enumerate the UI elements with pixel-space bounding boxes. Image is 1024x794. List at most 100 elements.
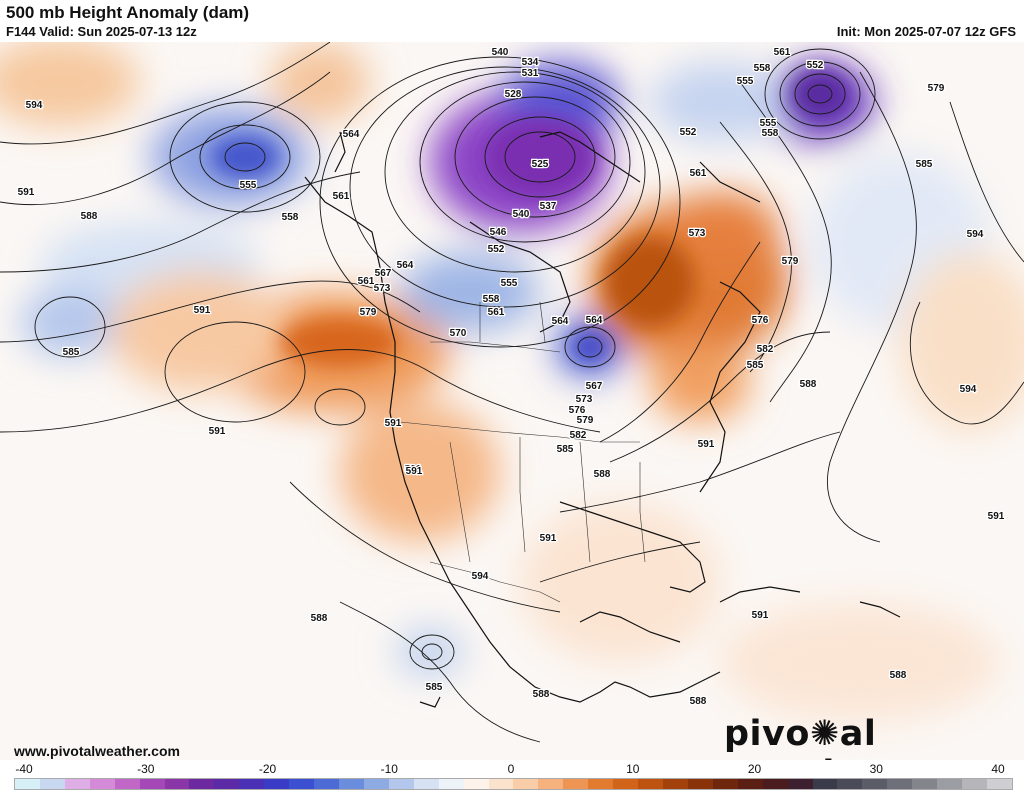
valid-time: F144 Valid: Sun 2025-07-13 12z [6,24,197,39]
contour-label: 594 [960,384,977,395]
colorbar-swatch [488,779,514,789]
contour-label: 558 [762,128,779,139]
contour-label: 591 [209,426,226,437]
contour-label: 555 [737,76,754,87]
colorbar-swatch [737,779,763,789]
colorbar-swatch [937,779,963,789]
contour-label: 567 [375,268,392,279]
contour-label: 567 [586,381,603,392]
contour-label: 537 [540,201,557,212]
header: 500 mb Height Anomaly (dam) F144 Valid: … [0,0,1024,42]
contour-label: 552 [680,127,697,138]
contour-label: 591 [18,187,35,198]
colorbar-tick-label: 40 [991,762,1005,776]
logo-text-left: pivo [724,714,810,754]
colorbar-swatch [762,779,788,789]
contour-label: 588 [81,211,98,222]
contour-label: 564 [397,260,414,271]
colorbar-swatch [662,779,688,789]
contour-label: 564 [343,129,360,140]
colorbar-swatch [139,779,165,789]
colorbar-tick-label: -30 [137,762,155,776]
contour-label: 534 [522,57,539,68]
contour-label: 594 [967,229,984,240]
colorbar-swatch [986,779,1012,789]
contour-label: 591 [405,464,422,475]
contour-label: 564 [552,316,569,327]
contour-label: 594 [26,100,43,111]
colorbar-swatch [687,779,713,789]
contour-label: 555 [240,180,257,191]
contour-label: 582 [757,344,774,355]
contour-label: 546 [490,227,507,238]
contour-label: 585 [426,682,443,693]
contour-label: 588 [594,469,611,480]
contour-label: 561 [358,276,375,287]
contour-label: 528 [505,89,522,100]
colorbar-swatch [862,779,888,789]
colorbar-swatch [812,779,838,789]
colorbar-tick-label: -40 [15,762,33,776]
contour-label: 573 [576,394,593,405]
contour-label: 525 [532,159,549,170]
height-contours [0,42,1024,743]
colorbar-swatch [962,779,987,789]
contour-label: 561 [488,307,505,318]
colorbar-swatch [887,779,913,789]
contour-label: 579 [577,415,594,426]
colorbar-swatch [164,779,190,789]
contour-label: 579 [782,256,799,267]
colorbar-swatch [712,779,738,789]
contour-label: 570 [450,328,467,339]
contour-label: 591 [752,610,769,621]
contour-labels: 5945915885855915915555585615645405345315… [16,46,1006,709]
colorbar-swatch [239,779,265,789]
website-url: www.pivotalweather.com [14,743,180,759]
contour-label: 585 [747,360,764,371]
contour-label: 558 [483,294,500,305]
contour-label: 585 [557,444,574,455]
colorbar-tick-label: -10 [380,762,398,776]
colorbar-swatch [338,779,364,789]
contour-label: 591 [406,466,423,477]
colorbar-tick-label: -20 [258,762,277,776]
colorbar-swatch [787,779,813,789]
map-title: 500 mb Height Anomaly (dam) [6,3,250,22]
colorbar-swatch [264,779,290,789]
colorbar-swatch [289,779,315,789]
colorbar-swatch [538,779,564,789]
contour-label: 579 [360,307,377,318]
contour-label: 588 [311,613,328,624]
colorbar-swatch [563,779,589,789]
contour-label: 552 [807,60,824,71]
contour-label: 540 [513,209,530,220]
contour-label: 564 [586,315,603,326]
colorbar-swatch [588,779,614,789]
sun-icon: ✺ [809,714,840,754]
contour-label: 591 [988,511,1005,522]
contour-label: 552 [488,244,505,255]
colorbar-tick-label: 0 [507,762,515,776]
contour-label: 561 [333,191,350,202]
contour-label: 576 [569,405,586,416]
contour-label: 558 [282,212,299,223]
contour-label: 540 [492,47,509,58]
contour-label: 555 [501,278,518,289]
colorbar-swatch [39,779,65,789]
colorbar-swatch [314,779,339,789]
colorbar-swatch [363,779,389,789]
map-canvas: 5945915885855915915555585615645405345315… [0,42,1024,760]
contour-label: 594 [472,571,489,582]
contour-label: 558 [754,63,771,74]
contour-label: 591 [540,533,557,544]
contour-label: 588 [533,689,550,700]
contour-label: 555 [760,118,777,129]
colorbar-swatch [214,779,240,789]
colorbar-swatch [438,779,464,789]
colorbar-swatch [15,779,40,789]
colorbar-tick-label: 10 [626,762,640,776]
contour-label: 576 [752,315,769,326]
contour-label: 579 [928,83,945,94]
contour-label: 561 [690,168,707,179]
colorbar-strip [14,778,1013,790]
